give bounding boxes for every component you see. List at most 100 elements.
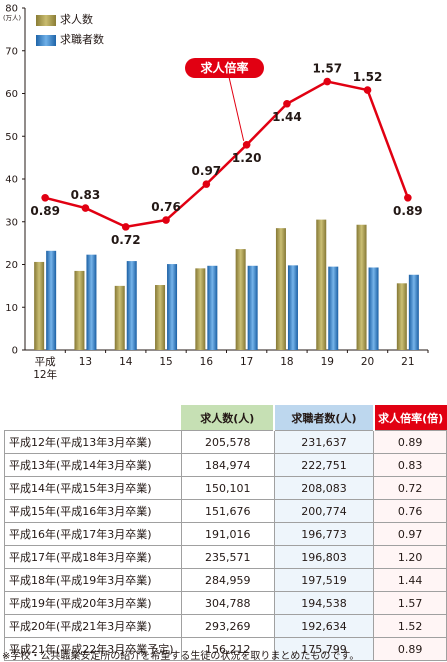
table-cell-year: 平成18年(平成19年3月卒業) xyxy=(4,568,182,592)
bar-seekers xyxy=(247,265,258,350)
legend-label-seekers: 求職者数 xyxy=(60,33,104,46)
table-cell-seekers: 194,538 xyxy=(274,591,375,615)
ratio-callout: 求人倍率 xyxy=(185,58,264,78)
table-cell-openings: 284,959 xyxy=(181,568,275,592)
ratio-point xyxy=(283,99,291,108)
ratio-point xyxy=(81,204,90,212)
table-cell-ratio: 1.52 xyxy=(373,614,447,638)
table-body: 平成12年(平成13年3月卒業) 205,578 231,637 0.89 平成13年(… xyxy=(4,430,447,661)
bar-seekers xyxy=(287,265,298,350)
bar-seekers xyxy=(46,250,57,350)
table-cell-seekers: 197,519 xyxy=(274,568,375,592)
ratio-point xyxy=(162,216,170,224)
bar-seekers xyxy=(328,266,339,350)
table-cell-year: 平成15年(平成16年3月卒業) xyxy=(4,499,182,523)
bar-openings xyxy=(396,283,407,350)
ratio-data-label: 0.83 xyxy=(71,188,101,202)
bar-openings xyxy=(74,270,85,350)
table-cell-seekers: 200,774 xyxy=(274,499,375,523)
y-tick-label: 10 xyxy=(5,303,18,314)
table-header-row: 求人数(人) 求職者数(人) 求人倍率(倍) xyxy=(5,405,447,431)
table-cell-ratio: 0.89 xyxy=(373,637,447,661)
y-tick-label: 70 xyxy=(5,46,18,57)
table-cell-seekers: 208,083 xyxy=(274,476,375,500)
table-cell-openings: 293,269 xyxy=(181,614,275,638)
table-row: 平成18年(平成19年3月卒業) 284,959 197,519 1.44 xyxy=(4,568,447,592)
table-row: 平成13年(平成14年3月卒業) 184,974 222,751 0.83 xyxy=(4,453,447,477)
table-cell-ratio: 0.89 xyxy=(373,430,447,454)
x-tick-label: 15 xyxy=(159,356,172,368)
x-tick-label: 21 xyxy=(401,356,414,368)
ratio-point xyxy=(121,223,130,231)
bar-seekers xyxy=(408,274,419,350)
bar-seekers xyxy=(86,254,97,350)
bar-seekers xyxy=(167,264,178,350)
legend-item-seekers: 求職者数 xyxy=(36,30,104,50)
legend-swatch-openings xyxy=(36,14,56,26)
legend: 求人数 求職者数 xyxy=(36,10,104,50)
table-cell-ratio: 0.97 xyxy=(373,522,447,546)
ratio-point xyxy=(404,194,412,202)
y-unit-label: (万人) xyxy=(3,14,21,22)
ratio-point xyxy=(202,180,211,188)
table-header-ratio: 求人倍率(倍) xyxy=(373,405,447,431)
chart-svg: 0 10 20 30 40 50 60 70 80(万人) 平成12年 13 14 15 16 17 18 19… xyxy=(3,4,429,380)
ratio-point xyxy=(242,141,251,149)
bar-openings xyxy=(235,249,246,350)
ratio-point xyxy=(41,194,49,202)
ratio-data-label: 1.57 xyxy=(312,62,342,76)
x-tick-label: 14 xyxy=(119,356,133,368)
table-cell-ratio: 1.20 xyxy=(373,545,447,569)
ratio-point xyxy=(323,77,332,86)
data-table-container: 求人数(人) 求職者数(人) 求人倍率(倍) 平成12年(平成13年3月卒業) 2… xyxy=(4,405,447,661)
bar-openings xyxy=(356,224,367,350)
bar-openings xyxy=(316,219,327,350)
table-row: 平成20年(平成21年3月卒業) 293,269 192,634 1.52 xyxy=(4,614,447,638)
bar-seekers xyxy=(368,267,379,350)
table-cell-seekers: 196,803 xyxy=(274,545,375,569)
table-cell-seekers: 192,634 xyxy=(274,614,375,638)
table-cell-year: 平成19年(平成20年3月卒業) xyxy=(4,591,182,615)
y-tick-label: 50 xyxy=(5,132,18,143)
data-table: 求人数(人) 求職者数(人) 求人倍率(倍) 平成12年(平成13年3月卒業) 2… xyxy=(4,405,447,661)
table-header-openings: 求人数(人) xyxy=(181,405,276,431)
table-cell-seekers: 231,637 xyxy=(274,430,375,454)
x-tick-label: 20 xyxy=(361,356,374,368)
table-row: 平成15年(平成16年3月卒業) 151,676 200,774 0.76 xyxy=(4,499,447,523)
x-tick-label: 18 xyxy=(280,356,293,368)
ratio-data-label: 1.44 xyxy=(272,110,302,124)
legend-item-openings: 求人数 xyxy=(36,10,104,30)
table-row: 平成21年(平成22年3月卒業予定) 156,212 175,799 0.89 xyxy=(4,637,447,661)
table-cell-seekers: 222,751 xyxy=(274,453,375,477)
y-tick-label: 30 xyxy=(5,217,18,228)
y-tick-label: 60 xyxy=(5,89,18,100)
bar-seekers xyxy=(207,265,218,350)
y-tick-label: 80 xyxy=(5,4,18,15)
ratio-data-label: 0.89 xyxy=(393,204,423,218)
table-cell-openings: 150,101 xyxy=(181,476,275,500)
table-cell-openings: 151,676 xyxy=(181,499,275,523)
bar-openings xyxy=(114,285,125,350)
y-tick-label: 40 xyxy=(5,175,18,186)
table-cell-openings: 184,974 xyxy=(181,453,275,477)
legend-swatch-seekers xyxy=(36,34,56,46)
bar-openings xyxy=(275,228,286,350)
chart: 0 10 20 30 40 50 60 70 80 (万人) 平成 12年 13 14 15 16 17 18 19… xyxy=(3,4,429,380)
x-tick-label: 13 xyxy=(79,356,92,368)
table-cell-year: 平成16年(平成17年3月卒業) xyxy=(4,522,182,546)
legend-label-openings: 求人数 xyxy=(60,13,93,26)
table-cell-ratio: 0.72 xyxy=(373,476,447,500)
y-tick-label: 0 xyxy=(12,346,18,357)
ratio-line xyxy=(44,80,410,229)
x-tick-label: 19 xyxy=(321,356,334,368)
table-cell-year: 平成14年(平成15年3月卒業) xyxy=(4,476,182,500)
ratio-data-label: 0.89 xyxy=(30,204,60,218)
bar-seekers xyxy=(126,261,137,350)
x-tick-label: 12年 xyxy=(33,368,57,380)
ratio-data-label: 0.97 xyxy=(192,164,222,178)
ratio-data-label: 0.76 xyxy=(151,200,181,214)
footnote: ※学校・公共職業安定所の紹介を希望する生徒の状況を取りまとめたものです。 xyxy=(2,651,360,662)
bar-openings xyxy=(195,268,206,350)
table-header-blank xyxy=(5,405,182,431)
table-cell-year: 平成13年(平成14年3月卒業) xyxy=(4,453,182,477)
